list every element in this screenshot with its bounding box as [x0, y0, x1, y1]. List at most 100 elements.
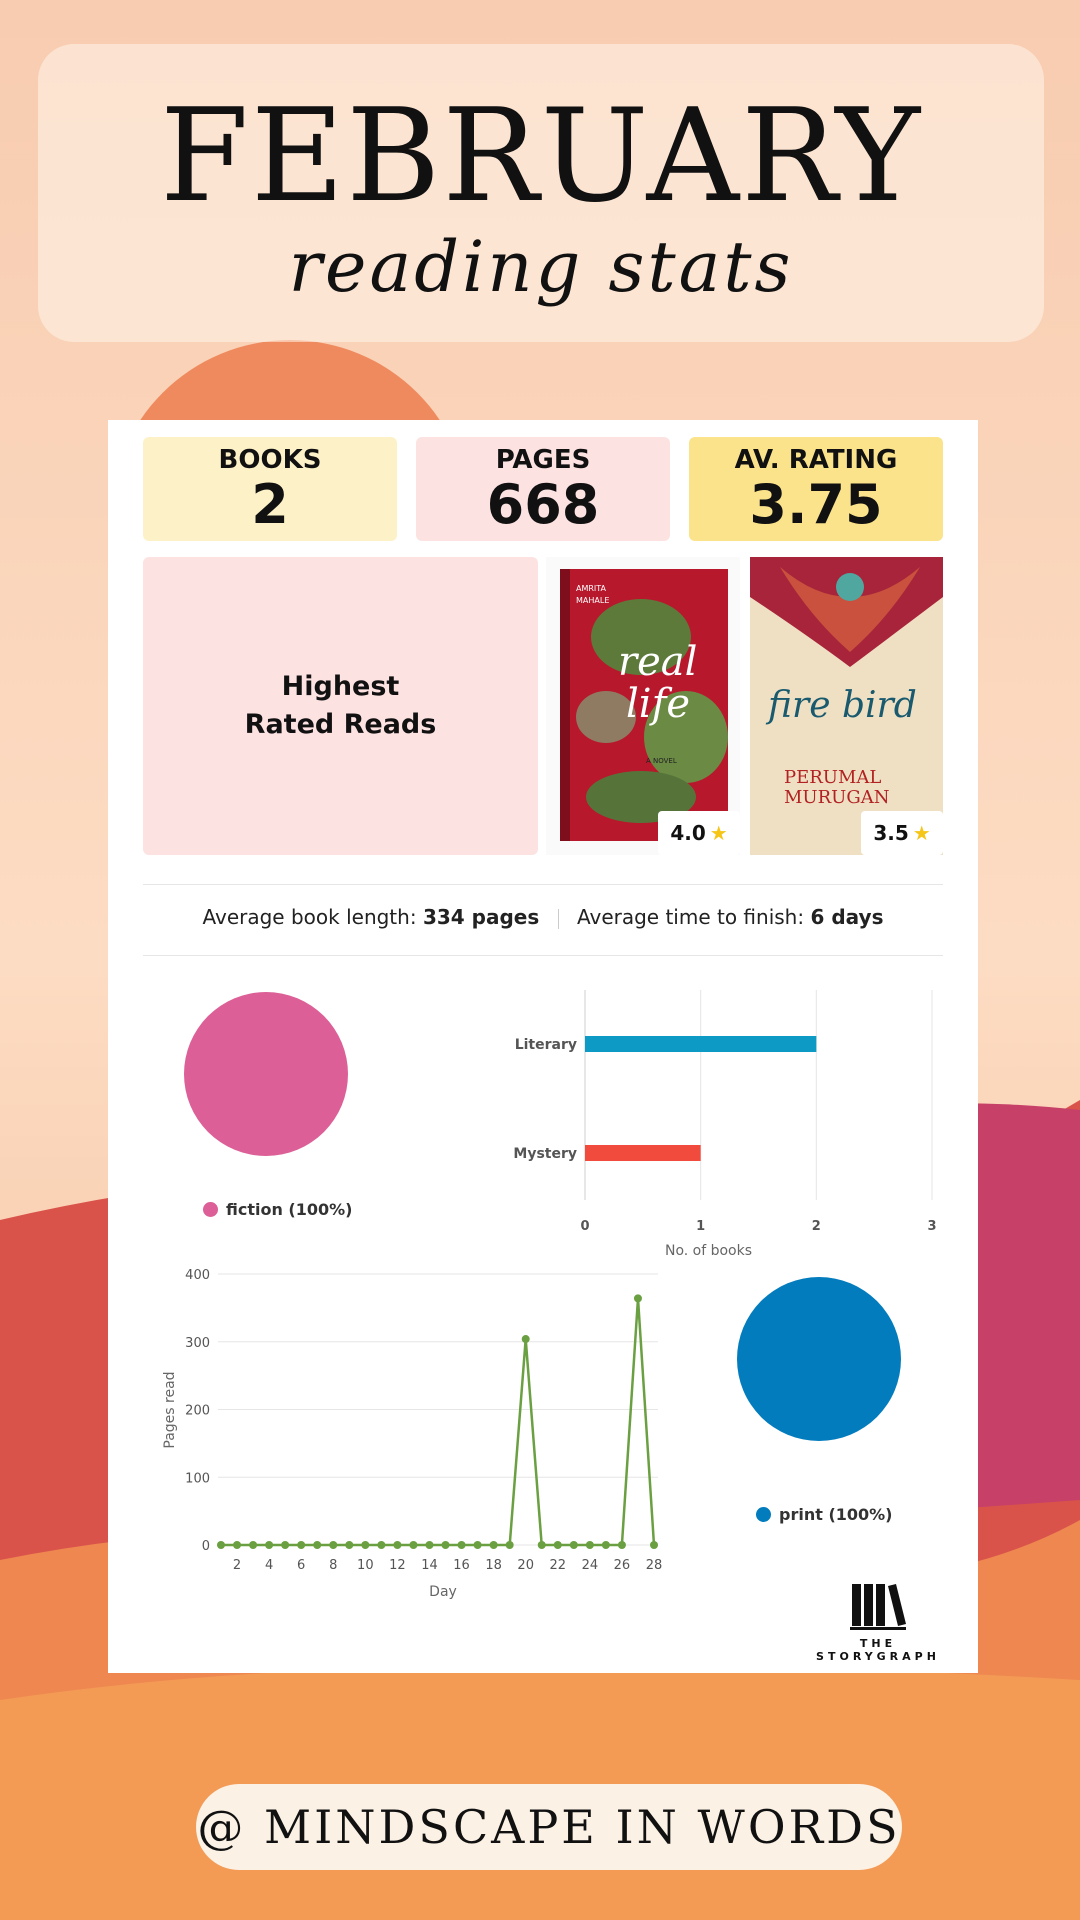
pages-read-point [409, 1541, 418, 1549]
logo-line1: THE [859, 1637, 897, 1650]
pages-read-point [457, 1541, 466, 1549]
rating-stat: AV. RATING 3.75 [689, 437, 943, 541]
line-y-tick-label: 400 [185, 1268, 210, 1283]
bar-x-tick-label: 0 [580, 1219, 589, 1234]
bar-x-tick-label: 3 [927, 1219, 936, 1234]
fire-bird-author-line1: PERUMAL [784, 767, 881, 788]
line-x-tick-label: 24 [582, 1558, 599, 1573]
line-y-tick-label: 200 [185, 1404, 210, 1419]
line-x-tick-label: 16 [453, 1558, 470, 1573]
pages-read-point [281, 1541, 290, 1549]
stats-card: BOOKS 2 PAGES 668 AV. RATING 3.75 Highes… [108, 420, 978, 1673]
pages-stat: PAGES 668 [416, 437, 670, 541]
line-y-tick-label: 100 [185, 1471, 210, 1486]
pages-read-point [297, 1541, 306, 1549]
social-handle[interactable]: @ MINDSCAPE IN WORDS [196, 1784, 902, 1870]
real-life-tag: A NOVEL [646, 757, 677, 765]
pages-read-point [601, 1541, 610, 1549]
fire-bird-cover-art: fire bird PERUMAL MURUGAN [750, 557, 943, 855]
line-x-tick-label: 2 [233, 1558, 241, 1573]
pages-read-point [313, 1541, 322, 1549]
star-icon: ★ [709, 821, 728, 845]
pages-label: PAGES [495, 445, 591, 475]
book-cover-real-life[interactable]: AMRITA MAHALE real life A NOVEL 4.0 ★ [546, 557, 740, 855]
pages-read-point [473, 1541, 482, 1549]
pages-read-point [569, 1541, 578, 1549]
bar-x-axis-label: No. of books [665, 1243, 752, 1259]
print-pie-slice [737, 1277, 901, 1441]
books-icon [850, 1584, 906, 1630]
rating-value: 3.75 [749, 473, 883, 536]
books-label: BOOKS [218, 445, 322, 475]
pages-read-line [221, 1298, 656, 1547]
highest-rated-label: Highest Rated Reads [244, 671, 437, 740]
real-life-author-line1: AMRITA [576, 584, 607, 593]
print-legend: print (100%) [756, 1505, 893, 1524]
bar-x-tick-label: 2 [812, 1219, 821, 1234]
real-life-title-line2: life [626, 681, 690, 727]
line-x-axis-label: Day [429, 1584, 457, 1600]
month-title: FEBRUARY [160, 82, 922, 231]
pages-read-point [249, 1541, 258, 1549]
fire-bird-author-line2: MURUGAN [784, 787, 889, 808]
fire-bird-rating-value: 3.5 [873, 821, 909, 845]
pages-read-point [537, 1541, 546, 1549]
pages-read-point [441, 1541, 450, 1549]
pages-read-point [585, 1541, 594, 1549]
pages-read-point [553, 1541, 562, 1549]
avg-time-value: 6 days [810, 905, 884, 929]
fiction-legend-dot [203, 1202, 218, 1217]
real-life-author-line2: MAHALE [576, 596, 609, 605]
fiction-pie-slice [184, 992, 348, 1156]
fire-bird-rating: 3.5 ★ [861, 811, 943, 855]
rating-label: AV. RATING [734, 445, 898, 475]
line-x-tick-label: 20 [517, 1558, 534, 1573]
real-life-rating: 4.0 ★ [658, 811, 740, 855]
pages-read-point [329, 1541, 338, 1549]
print-legend-label: print (100%) [779, 1505, 893, 1524]
real-life-rating-value: 4.0 [670, 821, 706, 845]
avg-length-label: Average book length: [202, 905, 417, 929]
bar-category-label: Literary [515, 1037, 577, 1053]
line-x-tick-label: 8 [329, 1558, 337, 1573]
fire-bird-title: fire bird [765, 685, 917, 726]
pages-read-point [377, 1541, 386, 1549]
bar-mystery [585, 1145, 701, 1161]
star-icon: ★ [912, 821, 931, 845]
pages-read-point [505, 1541, 514, 1549]
averages-line: Average book length: 334 pages Average t… [143, 905, 943, 929]
avg-length-value: 334 pages [422, 905, 540, 929]
line-y-axis-label: Pages read [162, 1371, 178, 1448]
line-x-tick-label: 4 [265, 1558, 273, 1573]
highest-rated-panel: Highest Rated Reads [143, 557, 538, 855]
line-y-tick-label: 300 [185, 1336, 210, 1351]
book-cover-fire-bird[interactable]: fire bird PERUMAL MURUGAN 3.5 ★ [750, 557, 943, 855]
avg-time-label: Average time to finish: [576, 905, 805, 929]
averages-separator [557, 908, 559, 929]
pages-read-point [521, 1335, 530, 1344]
books-stat: BOOKS 2 [143, 437, 397, 541]
line-x-tick-label: 22 [550, 1558, 567, 1573]
books-value: 2 [251, 473, 289, 536]
pages-read-point [650, 1541, 658, 1549]
subtitle: reading stats [288, 226, 794, 308]
line-x-tick-label: 26 [614, 1558, 631, 1573]
divider-top [143, 884, 943, 885]
line-x-tick-label: 28 [646, 1558, 663, 1573]
bar-x-tick-label: 1 [696, 1219, 705, 1234]
real-life-cover-art: AMRITA MAHALE real life A NOVEL [546, 557, 740, 855]
pages-read-point [633, 1294, 642, 1303]
fiction-legend-label: fiction (100%) [226, 1200, 353, 1219]
pages-read-point [217, 1541, 225, 1549]
line-y-tick-label: 0 [202, 1539, 210, 1554]
line-x-tick-label: 6 [297, 1558, 305, 1573]
real-life-title-line1: real [618, 639, 697, 685]
pages-read-point [345, 1541, 354, 1549]
pages-read-point [425, 1541, 434, 1549]
line-x-tick-label: 14 [421, 1558, 438, 1573]
divider-bottom [143, 955, 943, 956]
pages-read-point [265, 1541, 274, 1549]
line-x-tick-label: 10 [357, 1558, 374, 1573]
pages-value: 668 [486, 473, 600, 536]
